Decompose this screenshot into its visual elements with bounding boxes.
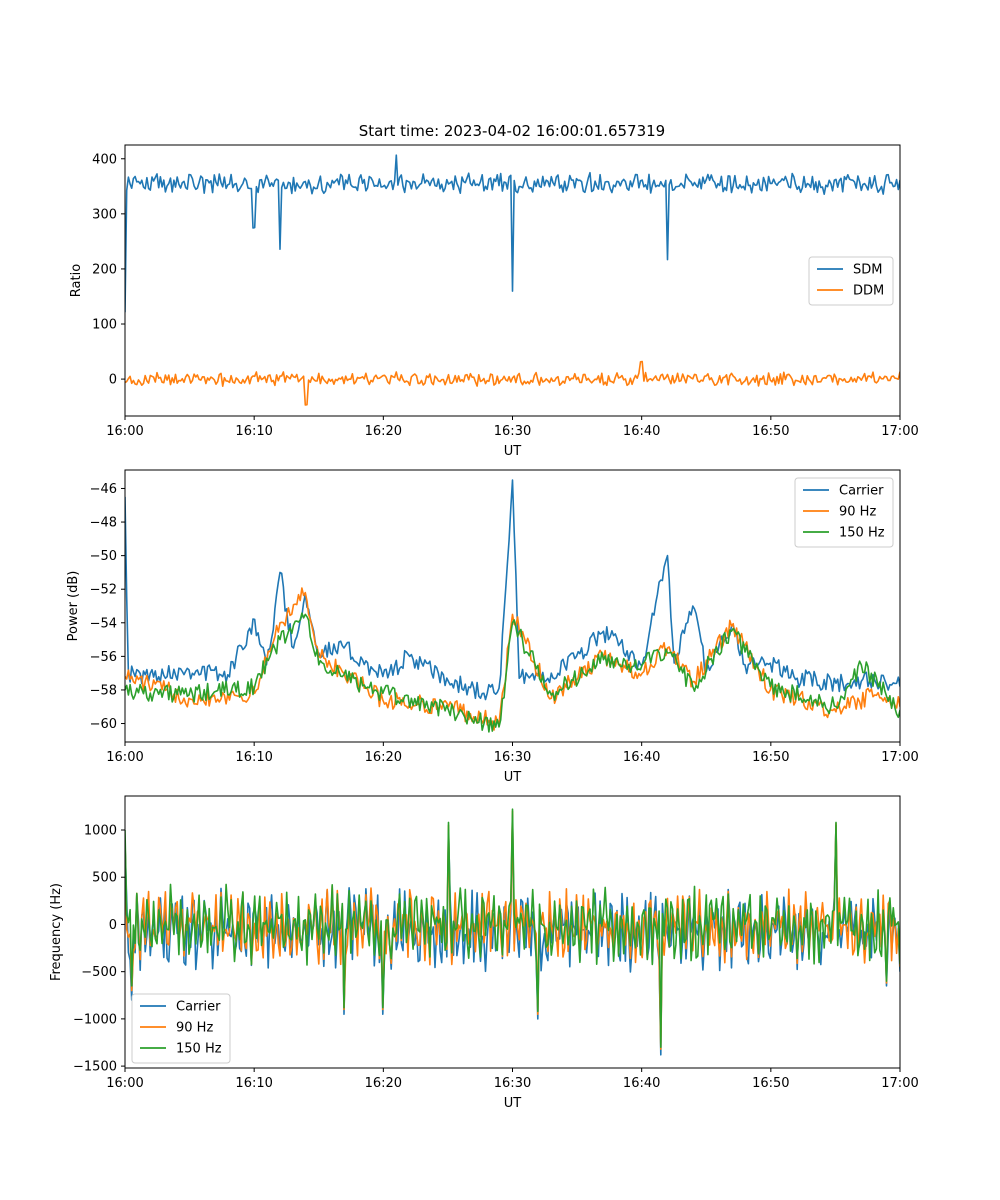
series-line-sdm <box>125 154 900 313</box>
y-tick-label: 100 <box>92 318 117 333</box>
legend-box <box>794 477 894 548</box>
y-tick-label: 200 <box>92 262 117 277</box>
series-line-150-hz <box>125 808 900 1048</box>
x-tick-label: 16:40 <box>623 1076 660 1091</box>
x-tick-label: 16:30 <box>494 750 531 765</box>
x-tick-label: 16:00 <box>106 1076 143 1091</box>
y-tick-label: −58 <box>90 683 117 698</box>
y-tick-label: 300 <box>92 207 117 222</box>
y-tick-label: −50 <box>90 549 117 564</box>
x-tick-label: 16:10 <box>235 424 272 439</box>
x-tick-label: 16:30 <box>494 424 531 439</box>
legend-label: Carrier <box>176 1000 221 1015</box>
y-axis-label: Ratio <box>69 264 84 297</box>
x-axis-label: UT <box>504 1096 522 1111</box>
x-axis-label: UT <box>504 444 522 459</box>
y-tick-label: 1000 <box>84 824 117 839</box>
y-tick-label: 0 <box>109 918 117 933</box>
y-tick-label: −54 <box>90 616 117 631</box>
frequency-panel: 16:00 16:10 16:20 16:30 16:40 16:50 17:00 −1500… <box>49 795 919 1111</box>
x-tick-label: 17:00 <box>881 424 918 439</box>
x-tick-label: 16:30 <box>494 1076 531 1091</box>
power-panel: 16:00 16:10 16:20 16:30 16:40 16:50 17:00 −60 −5… <box>66 469 919 785</box>
legend-label: Carrier <box>839 484 884 499</box>
legend-label: 150 Hz <box>839 526 885 541</box>
x-tick-label: 16:50 <box>752 424 789 439</box>
y-tick-label: −1000 <box>73 1012 117 1027</box>
y-tick-label: −56 <box>90 650 117 665</box>
series-line-150-hz <box>125 612 900 733</box>
legend-label: 90 Hz <box>176 1021 213 1036</box>
ratio-panel: 16:00 16:10 16:20 16:30 16:40 16:50 17:00 0 100 2… <box>69 144 919 459</box>
y-tick-label: −60 <box>90 717 117 732</box>
x-tick-label: 16:20 <box>365 424 402 439</box>
x-tick-label: 16:40 <box>623 750 660 765</box>
x-axis-label: UT <box>504 770 522 785</box>
y-axis-label: Power (dB) <box>66 571 81 642</box>
y-axis-label: Frequency (Hz) <box>49 883 64 981</box>
legend-label: DDM <box>853 284 884 299</box>
series-line-ddm <box>125 360 900 406</box>
legend-label: 150 Hz <box>176 1042 222 1057</box>
y-tick-label: −500 <box>81 965 117 980</box>
x-tick-label: 16:00 <box>106 750 143 765</box>
x-tick-label: 16:00 <box>106 424 143 439</box>
x-tick-label: 17:00 <box>881 750 918 765</box>
y-tick-label: 0 <box>109 373 117 388</box>
x-tick-label: 16:50 <box>752 1076 789 1091</box>
x-tick-label: 16:10 <box>235 750 272 765</box>
figure-title: Start time: 2023-04-02 16:00:01.657319 <box>359 122 665 140</box>
legend-label: 90 Hz <box>839 505 876 520</box>
legend-label: SDM <box>853 263 882 278</box>
y-tick-label: −52 <box>90 583 117 598</box>
x-tick-label: 16:10 <box>235 1076 272 1091</box>
y-tick-label: 400 <box>92 152 117 167</box>
x-tick-label: 16:40 <box>623 424 660 439</box>
y-tick-label: −48 <box>90 516 117 531</box>
y-tick-label: −1500 <box>73 1060 117 1075</box>
x-tick-label: 17:00 <box>881 1076 918 1091</box>
y-tick-label: −46 <box>90 482 117 497</box>
series-line-carrier <box>125 479 900 701</box>
legend-box <box>131 993 231 1064</box>
x-tick-label: 16:20 <box>365 1076 402 1091</box>
x-tick-label: 16:20 <box>365 750 402 765</box>
y-tick-label: 500 <box>92 871 117 886</box>
x-tick-label: 16:50 <box>752 750 789 765</box>
